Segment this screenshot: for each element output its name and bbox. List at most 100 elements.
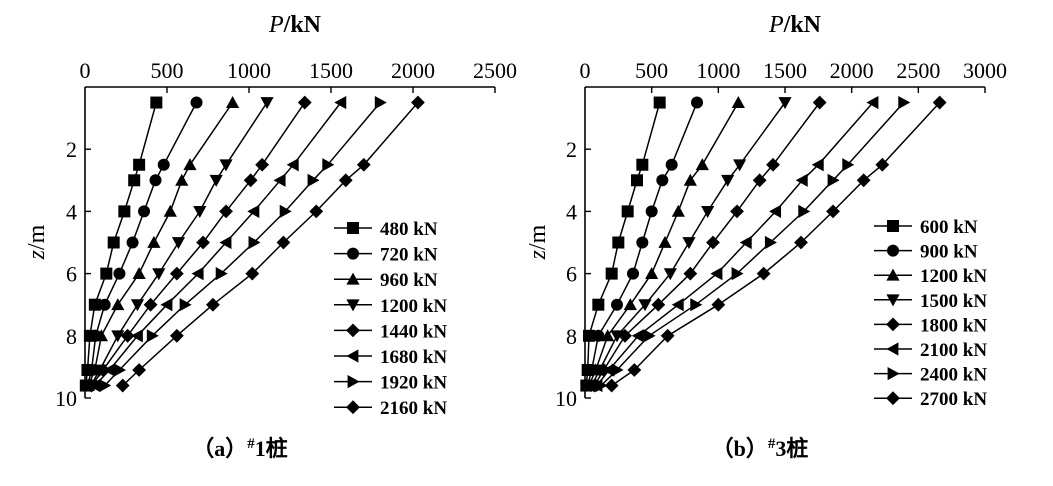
data-point [856,173,871,188]
legend-marker [886,391,900,406]
data-point [247,204,260,218]
data-point [103,363,115,377]
data-point [656,174,669,187]
data-point [811,158,824,172]
data-point [645,267,659,279]
data-point [130,299,145,312]
data-point [219,204,233,219]
data-point [175,173,189,186]
series-line-6 [596,102,874,387]
data-point [733,159,747,172]
data-point [795,173,808,187]
data-point [133,158,146,171]
data-point [160,298,173,312]
data-point [898,95,911,110]
data-point [334,95,347,110]
legend-label: 1500 kN [920,291,987,312]
data-point [592,298,605,311]
x-tick-label: 0 [80,58,91,83]
data-point [118,205,131,218]
series-line-7 [104,102,381,387]
data-point [322,158,335,172]
y-axis-title: z/m [525,224,551,260]
legend-marker [347,247,359,260]
legend-label: 960 kN [380,270,438,291]
x-tick-label: 2500 [473,58,517,83]
x-tick-label: 500 [635,58,668,83]
legend-label: 1440 kN [380,321,447,342]
panel-pile-3: 0 500 1000 1500 2000 2500 3000 2 4 6 8 10 P/kN z/m 600… [525,12,1007,461]
data-point [209,174,223,187]
data-point [152,268,166,281]
data-point [766,157,780,172]
data-point [631,329,644,343]
data-point [273,173,286,187]
series-line-2 [586,102,698,386]
legend-marker [887,220,899,232]
y-tick-label: 6 [566,262,577,287]
data-point [356,157,371,172]
y-tick-label: 2 [66,137,77,162]
legend-label: 720 kN [380,245,438,266]
x-tick-label: 2000 [391,58,435,83]
legend-marker [346,400,360,415]
data-point [94,329,108,342]
data-point [691,96,703,109]
data-point [604,378,619,393]
data-point [611,298,623,311]
data-point [219,235,232,250]
data-point [611,363,624,377]
data-point [149,174,162,187]
data-point [651,297,666,312]
data-point [138,205,151,218]
data-point [88,298,101,311]
data-point [645,205,658,218]
legend-marker [346,299,360,312]
data-point [130,329,143,343]
data-point [248,235,261,250]
data-point [286,158,299,172]
panel-caption: （b）#3桩 [712,436,809,461]
data-point [706,235,720,250]
data-point [338,173,353,188]
legend-marker [346,349,359,363]
data-point [120,328,135,343]
data-point [752,173,767,188]
data-point [215,267,228,281]
data-point [623,298,637,311]
legend-marker [886,268,900,281]
series-line-2 [86,102,198,386]
data-point [671,204,685,217]
legend-label: 1680 kN [380,347,447,368]
data-point [827,173,840,187]
data-point [255,157,270,172]
data-point [778,97,792,110]
data-point [618,328,632,343]
data-point [245,266,260,281]
data-point [107,236,120,249]
x-tick-label: 500 [151,58,184,83]
legend-marker [346,272,360,285]
data-point [731,267,744,281]
data-point [243,173,258,188]
data-point [610,330,624,343]
data-point [592,329,605,342]
data-point [219,159,233,172]
data-point [631,174,643,187]
series-line-6 [94,102,342,387]
data-point [798,204,811,218]
data-point [128,174,141,187]
series-line-5 [90,102,306,387]
series-line-4 [591,102,786,386]
data-point [690,298,703,312]
legend-label: 1200 kN [380,296,447,317]
data-point [126,236,139,249]
data-point [146,329,159,343]
legend-label: 2100 kN [920,340,987,361]
legend-label: 600 kN [920,217,978,238]
x-tick-label: 1500 [763,58,807,83]
series-line-1 [585,102,661,386]
series-line-7 [600,101,905,387]
data-point [196,235,210,250]
